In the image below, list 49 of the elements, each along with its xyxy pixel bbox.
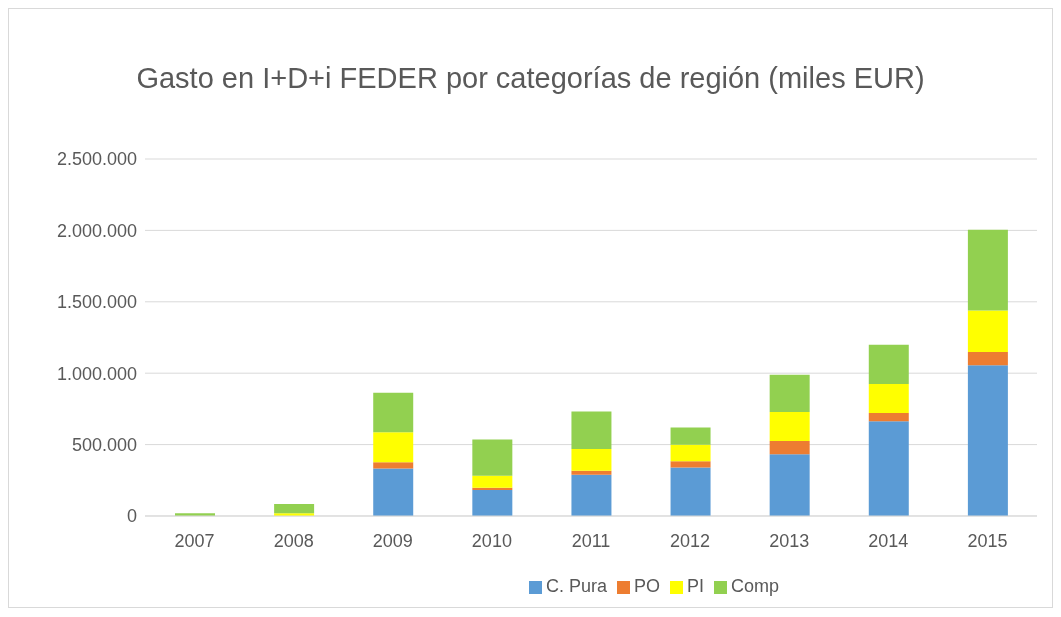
- y-tick-label: 1.500.000: [56, 292, 137, 313]
- bar: [571, 470, 612, 475]
- bar: [967, 229, 1008, 311]
- bar: [472, 475, 513, 488]
- bar: [373, 462, 414, 469]
- bar: [274, 504, 315, 514]
- bar: [670, 461, 711, 468]
- legend-label: PO: [633, 576, 660, 596]
- bar: [868, 383, 909, 413]
- bar: [472, 490, 513, 516]
- bar: [670, 467, 711, 516]
- x-tick-label: 2007: [174, 530, 215, 551]
- bar: [373, 468, 414, 516]
- bar: [769, 411, 810, 441]
- bar: [571, 474, 612, 516]
- bar: [670, 444, 711, 462]
- legend-label: Comp: [731, 576, 780, 596]
- bar: [670, 427, 711, 445]
- y-tick-label: 1.000.000: [56, 363, 137, 384]
- bar: [571, 448, 612, 471]
- bar: [769, 454, 810, 516]
- x-tick-label: 2013: [769, 530, 810, 551]
- y-tick-label: 2.500.000: [56, 149, 137, 170]
- x-tick-label: 2012: [670, 530, 711, 551]
- bar: [967, 351, 1008, 366]
- x-tick-label: 2011: [571, 530, 611, 551]
- bar: [868, 344, 909, 384]
- bar: [472, 439, 513, 476]
- y-tick-label: 0: [126, 506, 137, 527]
- x-tick-label: 2014: [868, 530, 909, 551]
- legend-label: PI: [687, 576, 705, 596]
- bar: [373, 392, 414, 433]
- bar: [967, 310, 1008, 352]
- bar: [373, 432, 414, 463]
- bar: [967, 365, 1008, 516]
- y-tick-label: 500.000: [71, 434, 137, 455]
- bar: [571, 411, 612, 449]
- bar: [472, 487, 513, 491]
- bar: [769, 440, 810, 455]
- x-tick-label: 2009: [372, 530, 413, 551]
- legend-label: C. Pura: [545, 576, 607, 596]
- y-tick-label: 2.000.000: [56, 220, 137, 241]
- x-tick-label: 2015: [967, 530, 1008, 551]
- bar: [769, 374, 810, 412]
- chart-title: Gasto en I+D+i FEDER por categorías de región (miles EUR): [135, 61, 926, 96]
- bar: [868, 421, 909, 516]
- x-tick-label: 2010: [471, 530, 512, 551]
- x-tick-label: 2008: [273, 530, 314, 551]
- bar: [868, 412, 909, 422]
